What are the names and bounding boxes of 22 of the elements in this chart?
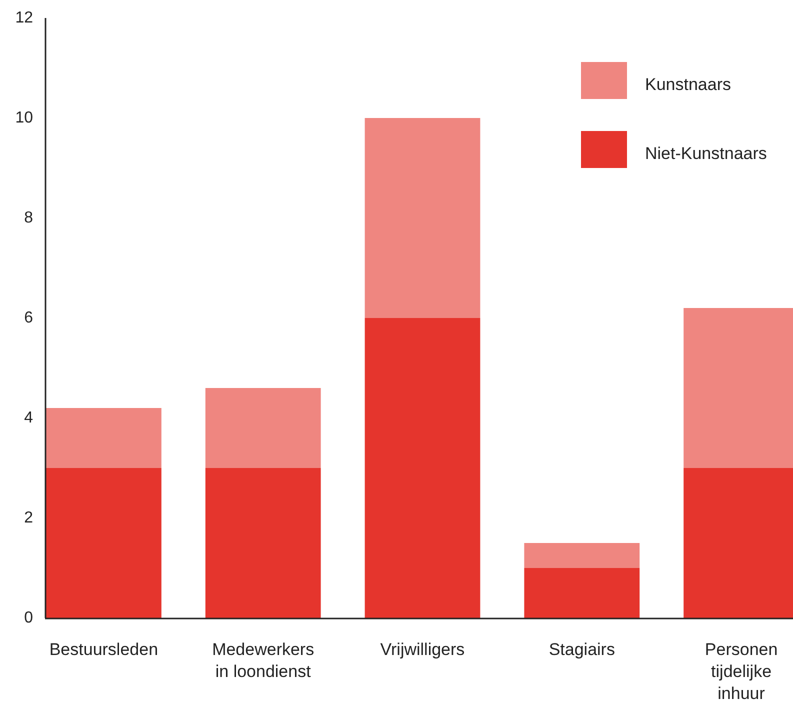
bar	[364, 318, 480, 618]
bar	[205, 468, 321, 618]
y-tick-label: 8	[24, 210, 34, 226]
x-tick-label: Vrijwilligers	[380, 640, 465, 659]
y-tick-label: 4	[24, 410, 34, 426]
legend-label: Kunstnaars	[645, 75, 731, 94]
x-tick-label: Bestuursleden	[49, 640, 158, 659]
bar	[364, 118, 480, 318]
bar	[46, 408, 162, 468]
y-tick-label: 6	[24, 310, 34, 326]
y-tick-label: 12	[15, 10, 34, 26]
bar	[205, 388, 321, 468]
x-tick-label: Personen tijdelijke inhuur	[704, 640, 778, 702]
y-tick-label: 0	[24, 610, 34, 626]
legend-label: Niet-Kunstnaars	[645, 144, 767, 163]
y-tick-label: 2	[24, 510, 34, 526]
x-tick-label: Stagiairs	[548, 640, 615, 659]
bar	[524, 543, 640, 568]
bar	[46, 468, 162, 618]
x-tick-label: Medewerkers in loondienst	[212, 640, 314, 681]
bar	[524, 568, 640, 618]
y-tick-label: 10	[15, 110, 34, 126]
